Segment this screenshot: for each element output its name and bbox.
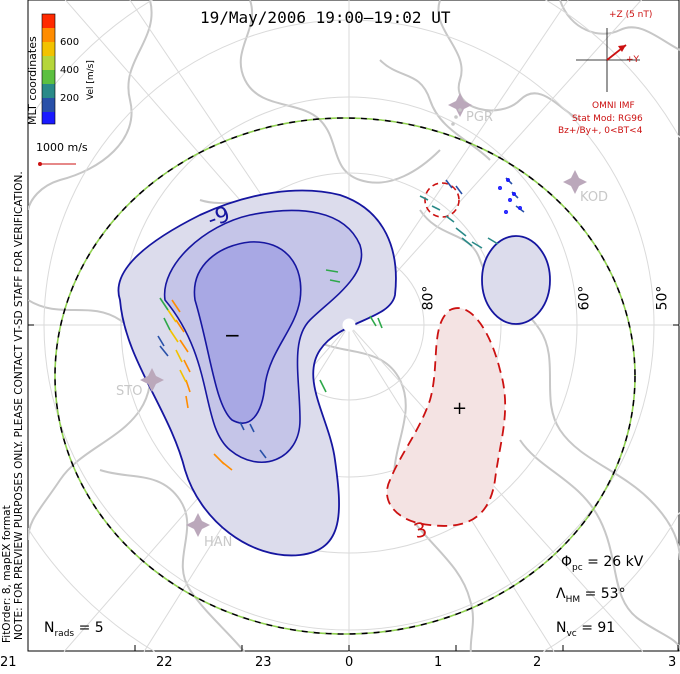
cross-polar-potential: Φpc = 26 kV bbox=[561, 554, 643, 573]
vector-count: Nvc = 91 bbox=[556, 620, 615, 639]
pole-marker bbox=[342, 318, 356, 332]
station-label-kod: KOD bbox=[580, 190, 609, 205]
stat-model-label: Stat Mod: RG96 bbox=[572, 114, 643, 124]
station-site-dots bbox=[451, 108, 462, 126]
hm-boundary-latitude: ΛHM = 53° bbox=[556, 586, 626, 605]
imf-condition-label: Bz+/By+, 0<BT<4 bbox=[558, 126, 643, 136]
mlt-tick-1: 1 bbox=[434, 655, 443, 670]
station-markers bbox=[140, 93, 587, 537]
nvc-symbol: N bbox=[556, 620, 567, 636]
coordinate-system-label: MLT coordinates bbox=[26, 36, 39, 125]
mlt-tick-3: 3 bbox=[668, 655, 677, 670]
lat-label-50: 50° bbox=[654, 285, 671, 311]
coastlines bbox=[28, 0, 680, 652]
nvc-value: = 91 bbox=[581, 620, 616, 636]
colorbar-tick-200: 200 bbox=[60, 93, 80, 104]
mlt-tick-23: 23 bbox=[255, 655, 272, 670]
radar-count: Nrads = 5 bbox=[44, 620, 104, 639]
nvc-subscript: vc bbox=[566, 628, 577, 639]
lambda-value: = 53° bbox=[584, 586, 626, 602]
mlt-meridians bbox=[28, 0, 680, 652]
nrads-symbol: N bbox=[44, 620, 55, 636]
nrads-value: = 5 bbox=[78, 620, 104, 636]
phi-subscript: pc bbox=[572, 562, 583, 573]
cell-min-sign: − bbox=[224, 323, 241, 347]
reference-vector bbox=[38, 162, 76, 166]
mlt-tick-2: 2 bbox=[533, 655, 542, 670]
small-neg-cell bbox=[481, 235, 551, 325]
reference-vector-label: 1000 m/s bbox=[36, 141, 88, 154]
nrads-subscript: rads bbox=[54, 628, 75, 639]
colorbar-tick-400: 400 bbox=[60, 65, 80, 76]
imf-y-label: +Y bbox=[626, 55, 640, 65]
mlt-tick-21: 21 bbox=[0, 655, 17, 670]
lat-label-80: 80° bbox=[420, 285, 437, 311]
lambda-subscript: HM bbox=[565, 594, 581, 605]
map-title: 19/May/2006 19:00–19:02 UT bbox=[200, 8, 451, 27]
colorbar-tick-600: 600 bbox=[60, 37, 80, 48]
lambda-symbol: Λ bbox=[556, 586, 566, 602]
imf-source-label: OMNI IMF bbox=[592, 101, 635, 111]
station-label-han: HAN bbox=[204, 535, 233, 550]
imf-z-label: +Z (5 nT) bbox=[609, 10, 653, 20]
mlt-tick-0: 0 bbox=[345, 655, 354, 670]
lat-label-60: 60° bbox=[576, 285, 593, 311]
phi-symbol: Φ bbox=[561, 554, 573, 570]
station-label-sto: STO bbox=[116, 384, 143, 399]
dawn-cell bbox=[386, 307, 506, 527]
mlt-tick-marks bbox=[27, 324, 679, 651]
cell-max-sign: + bbox=[452, 398, 468, 419]
colorbar bbox=[41, 13, 56, 125]
colorbar-label: Vel [m/s] bbox=[86, 60, 96, 100]
fit-order-label: FitOrder: 8, mapEX format bbox=[1, 505, 13, 643]
mlt-tick-22: 22 bbox=[156, 655, 173, 670]
preview-notice: NOTE: FOR PREVIEW PURPOSES ONLY. PLEASE … bbox=[13, 171, 25, 640]
hm-boundary-vectors bbox=[54, 117, 636, 635]
imf-indicator bbox=[576, 28, 640, 92]
dusk-cell-inner bbox=[193, 241, 302, 424]
phi-value: = 26 kV bbox=[587, 554, 644, 570]
station-label-pgr: PGR bbox=[466, 110, 493, 125]
velocity-vectors bbox=[157, 177, 525, 471]
small-pos-cell bbox=[424, 182, 460, 218]
